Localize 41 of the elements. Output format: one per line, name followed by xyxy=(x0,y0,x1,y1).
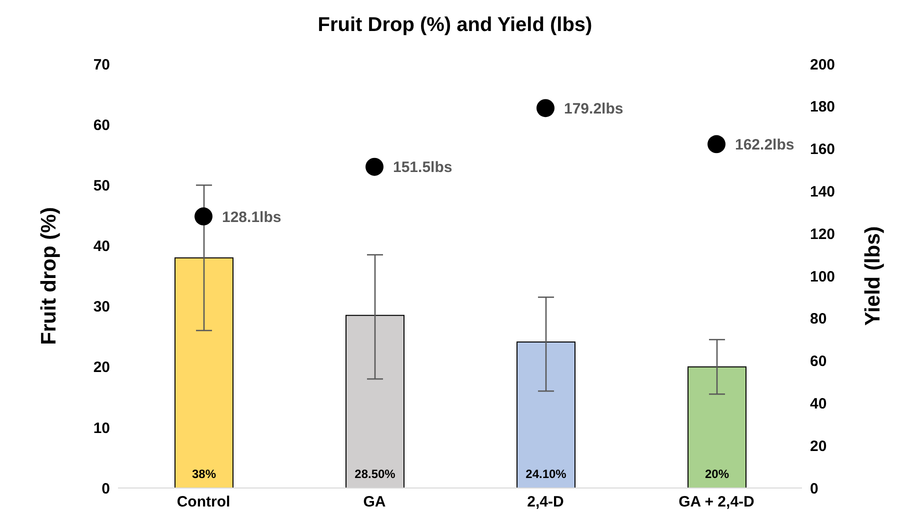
data-label: 151.5lbs xyxy=(393,159,452,176)
y2-tick-label: 60 xyxy=(810,353,827,370)
chart-title: Fruit Drop (%) and Yield (lbs) xyxy=(316,13,594,38)
y-tick-label: 70 xyxy=(93,56,110,74)
y-tick-label: 40 xyxy=(93,238,110,256)
y2-tick-label: 140 xyxy=(810,184,836,201)
y-tick-label: 30 xyxy=(93,298,110,316)
point xyxy=(366,158,384,176)
y2-tick-label: 200 xyxy=(810,56,836,74)
data-label: 28.50% xyxy=(354,467,396,481)
y2-tick-label: 180 xyxy=(810,98,836,116)
y2-tick-label: 40 xyxy=(810,396,827,413)
point xyxy=(536,99,554,118)
point xyxy=(194,207,212,226)
x-tick-label: Control xyxy=(176,494,230,511)
y-tick-label: 0 xyxy=(102,480,110,498)
data-label: 162.2lbs xyxy=(735,136,794,154)
y-tick-label: 60 xyxy=(93,116,110,134)
y2-tick-label: 100 xyxy=(810,268,836,286)
data-label: 179.2lbs xyxy=(564,100,624,118)
data-label: 24.10% xyxy=(526,467,567,481)
data-label: 20% xyxy=(704,467,730,481)
y2-tick-label: 0 xyxy=(810,480,818,498)
point xyxy=(708,135,726,154)
data-label: 38% xyxy=(192,467,216,481)
y2-tick-label: 20 xyxy=(810,438,827,455)
bar xyxy=(174,257,234,488)
y2-axis-title: Yield (lbs) xyxy=(861,226,884,326)
y-axis-title: Fruit drop (%) xyxy=(37,207,60,345)
y-tick-label: 10 xyxy=(93,420,110,437)
bar xyxy=(516,342,576,488)
x-tick-label: GA + 2,4-D xyxy=(678,494,755,511)
x-tick-label: GA xyxy=(363,494,386,511)
y-tick-label: 50 xyxy=(93,177,110,194)
y2-tick-label: 160 xyxy=(810,141,836,158)
data-label: 128.1lbs xyxy=(222,208,282,226)
x-tick-label: 2,4-D xyxy=(527,494,564,511)
bar xyxy=(688,366,746,488)
y2-tick-label: 80 xyxy=(810,310,827,328)
y2-tick-label: 120 xyxy=(810,226,836,243)
y-tick-label: 20 xyxy=(93,359,110,376)
